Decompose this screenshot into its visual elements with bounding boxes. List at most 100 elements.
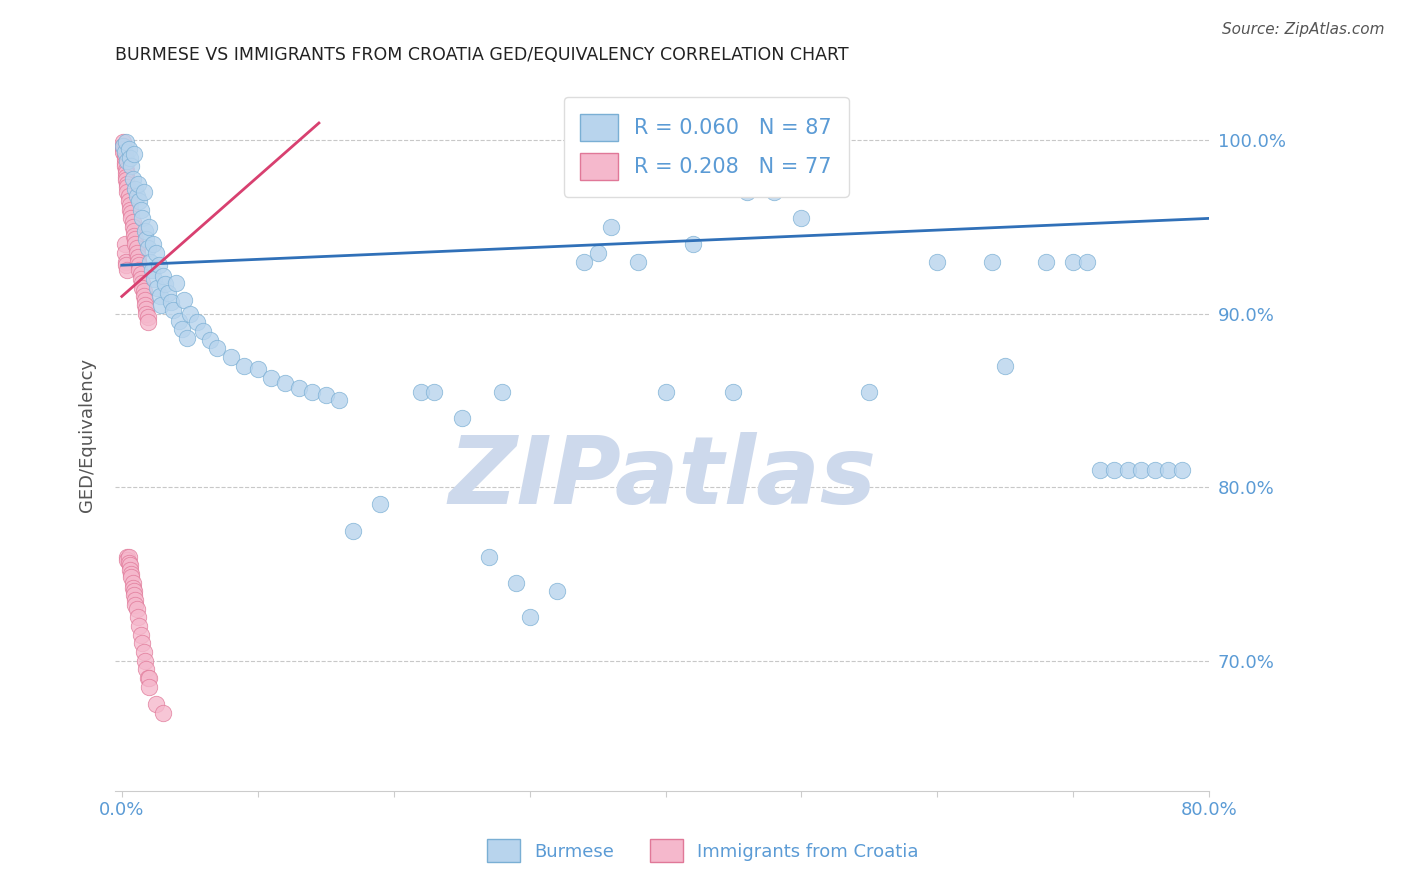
Point <box>120 160 142 174</box>
Point <box>122 147 145 161</box>
Point <box>125 189 148 203</box>
Point <box>122 588 145 602</box>
Point <box>132 186 155 200</box>
Point <box>260 371 283 385</box>
Point <box>790 211 813 226</box>
Point <box>135 307 157 321</box>
Point <box>149 289 172 303</box>
Point <box>1143 463 1166 477</box>
Point <box>233 359 256 373</box>
Point <box>186 315 208 329</box>
Point <box>478 549 501 564</box>
Point <box>682 237 704 252</box>
Point <box>173 293 195 307</box>
Point <box>134 298 156 312</box>
Point <box>131 636 153 650</box>
Point <box>546 584 568 599</box>
Point <box>117 263 139 277</box>
Point <box>927 254 949 268</box>
Point <box>136 310 159 325</box>
Point <box>131 281 153 295</box>
Point <box>491 384 513 399</box>
Point <box>274 376 297 390</box>
Point <box>994 359 1017 373</box>
Point <box>152 706 174 720</box>
Point <box>654 384 676 399</box>
Point <box>125 246 148 260</box>
Point <box>198 333 221 347</box>
Point <box>763 186 786 200</box>
Point <box>723 384 745 399</box>
Point <box>287 381 309 395</box>
Point <box>118 151 141 165</box>
Point <box>135 232 157 246</box>
Point <box>112 138 135 153</box>
Point <box>138 220 160 235</box>
Point <box>124 232 146 246</box>
Point <box>409 384 432 399</box>
Legend: R = 0.060   N = 87, R = 0.208   N = 77: R = 0.060 N = 87, R = 0.208 N = 77 <box>564 97 849 196</box>
Point <box>115 162 138 177</box>
Point <box>205 342 228 356</box>
Point <box>124 182 146 196</box>
Legend: Burmese, Immigrants from Croatia: Burmese, Immigrants from Croatia <box>479 832 927 870</box>
Point <box>121 220 143 235</box>
Point <box>128 194 150 208</box>
Point <box>112 135 135 149</box>
Point <box>980 254 1002 268</box>
Text: BURMESE VS IMMIGRANTS FROM CROATIA GED/EQUIVALENCY CORRELATION CHART: BURMESE VS IMMIGRANTS FROM CROATIA GED/E… <box>115 46 849 64</box>
Point <box>505 575 527 590</box>
Point <box>519 610 541 624</box>
Point <box>155 277 177 292</box>
Point <box>328 393 350 408</box>
Point <box>148 258 170 272</box>
Point <box>129 202 152 217</box>
Point <box>600 220 623 235</box>
Point <box>114 153 136 167</box>
Point <box>127 177 149 191</box>
Point <box>342 524 364 538</box>
Point <box>117 194 139 208</box>
Point <box>858 384 880 399</box>
Point <box>117 142 139 156</box>
Point <box>112 142 135 156</box>
Point <box>136 241 159 255</box>
Point <box>193 324 215 338</box>
Point <box>136 315 159 329</box>
Point <box>162 303 184 318</box>
Point <box>170 322 193 336</box>
Point <box>1102 463 1125 477</box>
Point <box>368 498 391 512</box>
Point <box>246 362 269 376</box>
Y-axis label: GED/Equivalency: GED/Equivalency <box>79 358 96 512</box>
Point <box>301 384 323 399</box>
Point <box>120 570 142 584</box>
Point <box>124 237 146 252</box>
Point <box>117 549 139 564</box>
Point <box>117 154 139 169</box>
Point <box>135 662 157 676</box>
Point <box>142 237 165 252</box>
Point <box>115 173 138 187</box>
Point <box>122 584 145 599</box>
Point <box>165 276 187 290</box>
Point <box>1116 463 1139 477</box>
Point <box>114 246 136 260</box>
Point <box>112 138 135 153</box>
Point <box>423 384 446 399</box>
Point <box>138 671 160 685</box>
Point <box>219 350 242 364</box>
Point <box>118 197 141 211</box>
Point <box>152 268 174 283</box>
Point <box>134 654 156 668</box>
Point <box>143 272 166 286</box>
Point <box>117 180 139 194</box>
Point <box>134 223 156 237</box>
Point <box>122 228 145 243</box>
Point <box>157 285 180 300</box>
Point <box>115 135 138 149</box>
Point <box>118 202 141 217</box>
Point <box>146 281 169 295</box>
Point <box>138 680 160 694</box>
Point <box>627 254 650 268</box>
